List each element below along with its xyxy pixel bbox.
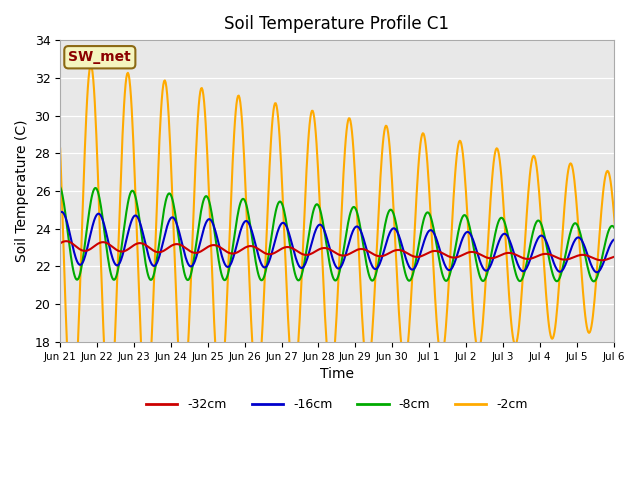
-16cm xyxy=(58,209,65,215)
Legend: -32cm, -16cm, -8cm, -2cm: -32cm, -16cm, -8cm, -2cm xyxy=(141,394,533,417)
-32cm xyxy=(417,253,425,259)
-8cm xyxy=(234,210,242,216)
-8cm xyxy=(627,278,634,284)
-2cm xyxy=(451,172,459,178)
-32cm xyxy=(634,258,640,264)
-2cm xyxy=(236,95,243,101)
-32cm xyxy=(126,245,134,251)
-8cm xyxy=(285,240,293,246)
-2cm xyxy=(68,412,76,418)
Y-axis label: Soil Temperature (C): Soil Temperature (C) xyxy=(15,120,29,262)
-2cm xyxy=(127,94,135,100)
-16cm xyxy=(126,222,134,228)
-8cm xyxy=(450,255,458,261)
-16cm xyxy=(56,210,64,216)
X-axis label: Time: Time xyxy=(320,367,354,381)
-32cm xyxy=(56,240,64,246)
Text: SW_met: SW_met xyxy=(68,50,131,64)
-32cm xyxy=(287,245,294,251)
Line: -8cm: -8cm xyxy=(60,187,640,281)
-8cm xyxy=(264,260,271,266)
-2cm xyxy=(265,180,273,186)
-16cm xyxy=(287,235,294,241)
-16cm xyxy=(235,234,243,240)
Title: Soil Temperature Profile C1: Soil Temperature Profile C1 xyxy=(225,15,449,33)
-16cm xyxy=(417,248,425,253)
Line: -32cm: -32cm xyxy=(60,241,640,261)
-16cm xyxy=(630,270,637,276)
-2cm xyxy=(87,62,95,68)
Line: -2cm: -2cm xyxy=(60,65,640,415)
Line: -16cm: -16cm xyxy=(60,212,640,273)
-2cm xyxy=(287,362,295,368)
-32cm xyxy=(451,255,458,261)
-32cm xyxy=(264,251,272,257)
-2cm xyxy=(418,132,426,138)
-8cm xyxy=(417,232,424,238)
-16cm xyxy=(451,260,458,266)
-8cm xyxy=(56,184,64,190)
-32cm xyxy=(235,249,243,254)
-2cm xyxy=(56,146,64,152)
-32cm xyxy=(63,238,70,244)
-16cm xyxy=(264,261,272,267)
-8cm xyxy=(125,193,133,199)
